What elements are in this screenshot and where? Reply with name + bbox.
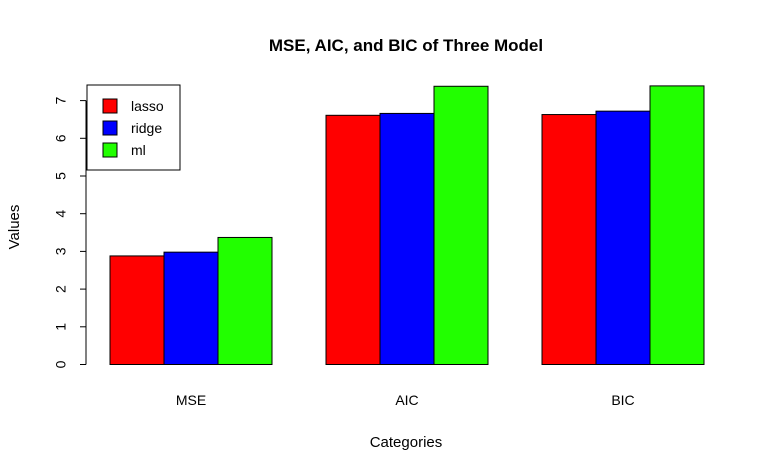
y-tick-label: 4 (53, 210, 69, 218)
bar-lasso-aic (325, 114, 381, 366)
bar-lasso-bic (541, 114, 597, 366)
bars-group (109, 85, 705, 366)
chart-title: MSE, AIC, and BIC of Three Model (269, 36, 543, 55)
y-tick-label: 3 (53, 247, 69, 255)
legend-swatch-lasso (102, 98, 118, 114)
x-axis-label: Categories (370, 434, 443, 451)
legend-swatch-ridge (102, 120, 118, 136)
y-tick-label: 7 (53, 96, 69, 104)
bar-ml-mse (217, 236, 273, 366)
bar-ridge-bic (595, 110, 651, 365)
x-tick-label: MSE (176, 392, 206, 408)
y-tick-label: 6 (53, 134, 69, 142)
bar-ml-aic (433, 85, 489, 366)
y-axis-label: Values (6, 205, 23, 250)
legend-label-ml: ml (131, 142, 146, 158)
bar-ridge-mse (163, 251, 219, 366)
x-tick-label: BIC (611, 392, 634, 408)
y-tick-label: 2 (53, 285, 69, 293)
x-tick-label: AIC (395, 392, 418, 408)
legend-swatch-ml (102, 142, 118, 158)
y-tick-label: 5 (53, 172, 69, 180)
bar-ridge-aic (379, 112, 435, 365)
bar-lasso-mse (109, 255, 165, 365)
x-tick-labels: MSE AIC BIC (176, 392, 635, 408)
y-tick-label: 0 (53, 360, 69, 368)
y-axis: 0 1 2 3 4 5 6 7 (53, 96, 87, 368)
legend-label-ridge: ridge (131, 120, 162, 136)
legend: lasso ridge ml (86, 84, 181, 171)
bar-ml-bic (649, 85, 705, 365)
y-tick-label: 1 (53, 323, 69, 331)
legend-label-lasso: lasso (131, 98, 164, 114)
